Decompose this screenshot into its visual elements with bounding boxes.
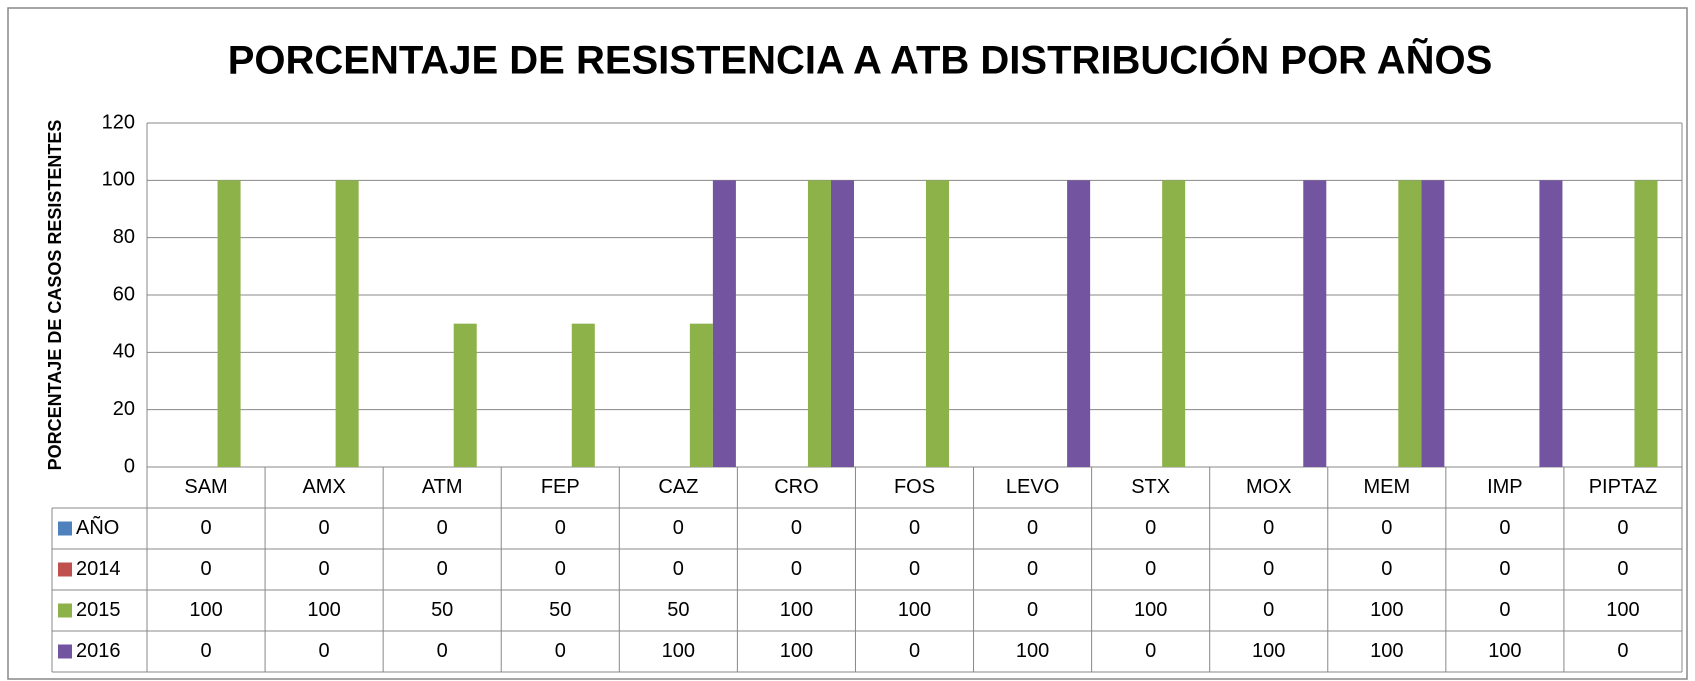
x-tick-label: CAZ bbox=[658, 476, 698, 498]
table-value: 0 bbox=[437, 640, 448, 662]
table-value: 100 bbox=[662, 640, 695, 662]
table-value: 50 bbox=[549, 599, 571, 621]
y-tick-label: 20 bbox=[113, 398, 135, 420]
legend-key bbox=[58, 603, 72, 618]
bar bbox=[1067, 180, 1091, 468]
table-value: 0 bbox=[200, 640, 211, 662]
table-value: 0 bbox=[1617, 517, 1628, 539]
table-value: 0 bbox=[1499, 599, 1510, 621]
x-tick-label: FOS bbox=[894, 476, 935, 498]
table-value: 100 bbox=[1252, 640, 1285, 662]
table-value: 0 bbox=[319, 558, 330, 580]
table-value: 0 bbox=[437, 558, 448, 580]
table-value: 0 bbox=[1499, 558, 1510, 580]
chart-title: PORCENTAJE DE RESISTENCIA A ATB DISTRIBU… bbox=[228, 37, 1493, 83]
y-tick-label: 120 bbox=[102, 111, 135, 133]
table-value: 0 bbox=[437, 517, 448, 539]
bar bbox=[335, 180, 359, 468]
x-tick-label: SAM bbox=[184, 476, 227, 498]
table-value: 100 bbox=[780, 640, 813, 662]
table-value: 100 bbox=[1488, 640, 1521, 662]
table-value: 0 bbox=[1145, 558, 1156, 580]
y-tick-label: 100 bbox=[102, 169, 135, 191]
table-value: 100 bbox=[898, 599, 931, 621]
y-tick-label: 60 bbox=[113, 283, 135, 305]
table-value: 0 bbox=[319, 640, 330, 662]
table-value: 0 bbox=[1027, 558, 1038, 580]
table-value: 0 bbox=[555, 558, 566, 580]
table-value: 0 bbox=[1263, 599, 1274, 621]
x-tick-label: AMX bbox=[302, 476, 345, 498]
legend-label: AÑO bbox=[76, 515, 119, 539]
table-value: 0 bbox=[909, 558, 920, 580]
x-tick-label: LEVO bbox=[1006, 476, 1059, 498]
table-value: 50 bbox=[667, 599, 689, 621]
table-value: 100 bbox=[1134, 599, 1167, 621]
bar bbox=[571, 323, 595, 467]
table-value: 0 bbox=[673, 517, 684, 539]
x-tick-label: MOX bbox=[1246, 476, 1292, 498]
table-value: 0 bbox=[1381, 517, 1392, 539]
table-value: 0 bbox=[555, 517, 566, 539]
table-value: 0 bbox=[200, 517, 211, 539]
table-value: 100 bbox=[307, 599, 340, 621]
table-value: 0 bbox=[1263, 517, 1274, 539]
table-value: 0 bbox=[1381, 558, 1392, 580]
bar bbox=[689, 323, 713, 467]
table-value: 100 bbox=[1370, 640, 1403, 662]
bar bbox=[712, 180, 736, 468]
x-tick-label: IMP bbox=[1487, 476, 1523, 498]
y-axis-label: PORCENTAJE DE CASOS RESISTENTES bbox=[45, 120, 65, 471]
table-value: 0 bbox=[1499, 517, 1510, 539]
table-value: 0 bbox=[791, 558, 802, 580]
legend-label: 2014 bbox=[76, 558, 121, 580]
table-value: 0 bbox=[1027, 599, 1038, 621]
x-tick-label: STX bbox=[1131, 476, 1170, 498]
bar bbox=[1539, 180, 1563, 468]
table-value: 0 bbox=[1145, 640, 1156, 662]
table-value: 0 bbox=[1617, 640, 1628, 662]
bar bbox=[1634, 180, 1658, 468]
table-value: 0 bbox=[200, 558, 211, 580]
y-tick-label: 0 bbox=[124, 455, 135, 477]
table-value: 0 bbox=[909, 517, 920, 539]
bar bbox=[1303, 180, 1327, 468]
table-value: 0 bbox=[673, 558, 684, 580]
table-value: 100 bbox=[1370, 599, 1403, 621]
bar bbox=[1162, 180, 1186, 468]
table-value: 0 bbox=[909, 640, 920, 662]
table-value: 100 bbox=[780, 599, 813, 621]
y-tick-label: 80 bbox=[113, 226, 135, 248]
bar bbox=[830, 180, 854, 468]
legend-key bbox=[58, 562, 72, 577]
table-value: 100 bbox=[189, 599, 222, 621]
x-tick-label: FEP bbox=[541, 476, 580, 498]
legend-label: 2015 bbox=[76, 599, 121, 621]
bar bbox=[926, 180, 950, 468]
x-tick-label: PIPTAZ bbox=[1589, 476, 1658, 498]
bar bbox=[1421, 180, 1445, 468]
table-value: 0 bbox=[1617, 558, 1628, 580]
bar bbox=[217, 180, 241, 468]
table-value: 100 bbox=[1016, 640, 1049, 662]
table-value: 100 bbox=[1606, 599, 1639, 621]
bar bbox=[453, 323, 477, 467]
legend-key bbox=[58, 644, 72, 659]
table-value: 0 bbox=[791, 517, 802, 539]
legend-label: 2016 bbox=[76, 640, 121, 662]
x-tick-label: MEM bbox=[1363, 476, 1410, 498]
table-value: 50 bbox=[431, 599, 453, 621]
legend-key bbox=[58, 521, 72, 536]
table-value: 0 bbox=[555, 640, 566, 662]
table-value: 0 bbox=[1027, 517, 1038, 539]
table-value: 0 bbox=[1145, 517, 1156, 539]
table-value: 0 bbox=[1263, 558, 1274, 580]
y-tick-label: 40 bbox=[113, 341, 135, 363]
bar bbox=[807, 180, 831, 468]
x-tick-label: ATM bbox=[422, 476, 463, 498]
bar bbox=[1398, 180, 1422, 468]
table-value: 0 bbox=[319, 517, 330, 539]
x-tick-label: CRO bbox=[774, 476, 818, 498]
